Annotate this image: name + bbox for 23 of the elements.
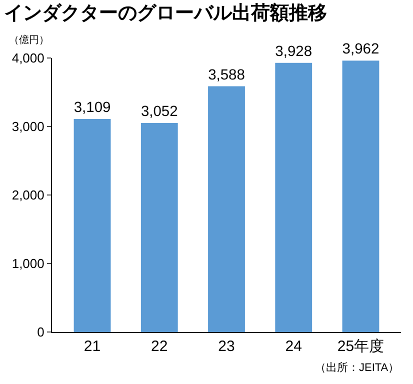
data-label: 3,588 [208,67,245,84]
x-tick-label: 23 [218,338,235,355]
data-label: 3,052 [140,104,178,120]
y-tick-label: 2,000 [12,188,44,203]
chart-title: インダクターのグローバル出荷額推移 [4,2,328,24]
y-tick-label: 4,000 [12,50,44,66]
bar [208,86,245,332]
x-tick-label: 25年度 [337,338,384,355]
y-tick-label: 1,000 [12,256,44,272]
text: （出所：JEITA） [315,361,400,374]
y-tick-label: 3,000 [12,119,44,134]
x-tick-label: 24 [285,338,302,355]
data-label: 3,109 [74,100,111,116]
x-tick-label: 22 [151,338,168,355]
bar [342,60,380,332]
bar [275,62,312,332]
bar [140,122,178,332]
data-label: 3,928 [275,44,312,60]
y-axis-title: （億円） [9,34,49,46]
x-tick-label: 21 [84,338,101,355]
y-tick-label: 0 [37,324,44,340]
bar [74,119,111,332]
data-label: 3,962 [342,42,380,58]
